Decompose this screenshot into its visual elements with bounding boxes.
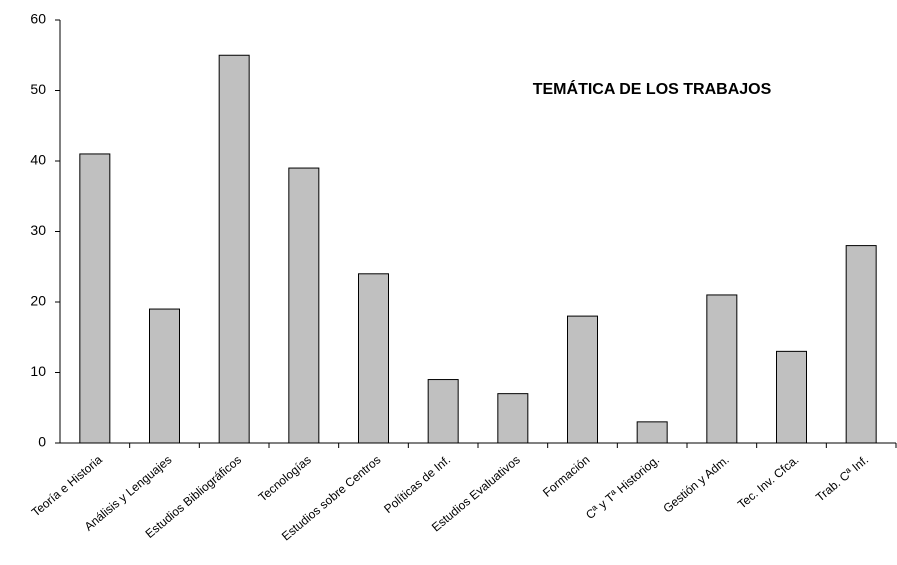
bar xyxy=(288,167,320,444)
y-tick-label: 20 xyxy=(30,293,46,309)
y-tick-label: 30 xyxy=(30,222,46,238)
bar xyxy=(845,245,877,444)
y-tick-label: 0 xyxy=(38,434,46,450)
y-tick-label: 50 xyxy=(30,81,46,97)
x-tick-label: Trab. Cª Inf. xyxy=(813,453,871,505)
x-tick-label: Tec. Inv. Cfca. xyxy=(735,453,802,512)
bar xyxy=(358,273,389,444)
bar xyxy=(636,421,668,444)
bar xyxy=(149,308,180,444)
x-tick-label: Tecnologías xyxy=(256,453,314,505)
bar xyxy=(706,294,738,444)
x-tick-label: Políticas de Inf. xyxy=(381,453,453,516)
bar xyxy=(427,379,459,444)
y-tick-label: 60 xyxy=(30,11,46,27)
bar xyxy=(79,153,111,444)
y-tick-label: 10 xyxy=(30,363,46,379)
x-tick-label: Gestión y Adm. xyxy=(660,453,731,516)
y-tick-label: 40 xyxy=(30,152,46,168)
bar xyxy=(218,54,250,444)
chart-title: TEMÁTICA DE LOS TRABAJOS xyxy=(533,79,772,98)
bar xyxy=(776,350,807,444)
x-tick-label: Cª y Tª Historiog. xyxy=(583,453,662,522)
bar xyxy=(567,315,598,444)
bar xyxy=(497,393,529,444)
x-tick-label: Formación xyxy=(540,453,592,500)
x-tick-label: Teoría e Historia xyxy=(29,452,105,519)
